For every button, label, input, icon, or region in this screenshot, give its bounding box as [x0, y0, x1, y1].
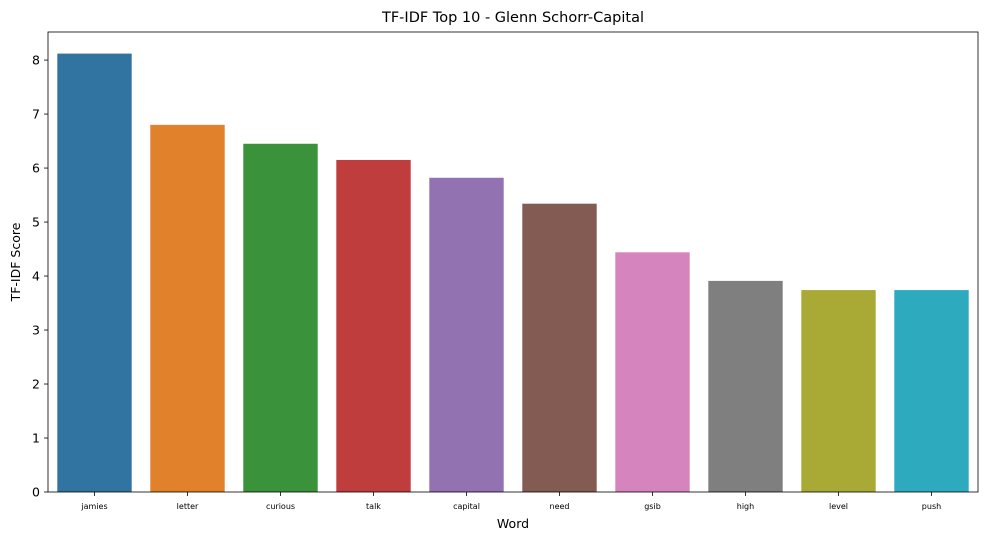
- y-axis-label: TF-IDF Score: [8, 222, 23, 302]
- bars-group: [57, 53, 969, 493]
- x-tick-label: capital: [453, 502, 480, 511]
- x-tick-label: push: [922, 502, 941, 511]
- x-axis-label: Word: [497, 516, 529, 531]
- y-tick-label: 7: [32, 107, 40, 122]
- x-tick-label: talk: [366, 502, 381, 511]
- chart-title: TF-IDF Top 10 - Glenn Schorr-Capital: [381, 10, 644, 26]
- bar-level: [801, 290, 876, 492]
- x-axis-ticks: jamies letter curious talk capital need gsib hi…: [80, 492, 941, 511]
- bar-talk: [336, 159, 411, 492]
- bar-need: [522, 203, 597, 492]
- y-tick-label: 5: [32, 215, 40, 230]
- plot-frame: [47, 31, 979, 493]
- x-tick-label: level: [829, 502, 848, 511]
- y-tick-label: 0: [32, 485, 40, 500]
- bar-push: [894, 290, 969, 492]
- y-tick-label: 8: [32, 53, 40, 68]
- y-tick-label: 4: [32, 269, 40, 284]
- y-tick-label: 2: [32, 377, 40, 392]
- y-axis-ticks: 0 1 2 3 4 5 6 7 8: [32, 53, 48, 500]
- y-tick-label: 3: [32, 323, 40, 338]
- bar-high: [708, 280, 783, 492]
- bar-curious: [243, 143, 318, 492]
- x-tick-label: curious: [266, 502, 295, 511]
- y-tick-label: 1: [32, 431, 40, 446]
- bar-gsib: [615, 252, 690, 492]
- x-tick-label: gsib: [644, 502, 661, 511]
- bar-capital: [429, 177, 504, 492]
- bar-jamies: [57, 53, 132, 492]
- x-tick-label: jamies: [80, 502, 107, 511]
- x-tick-label: letter: [177, 502, 199, 511]
- bar-letter: [150, 124, 225, 493]
- y-tick-label: 6: [32, 161, 40, 176]
- x-tick-label: high: [737, 502, 754, 511]
- x-tick-label: need: [550, 502, 570, 511]
